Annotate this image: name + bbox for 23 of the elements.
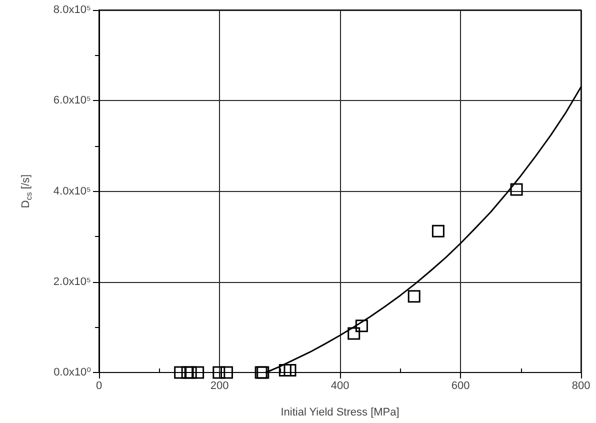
y-tick-label: 8.0x10⁵: [53, 4, 91, 16]
y-tick-label: 0.0x10⁰: [54, 366, 92, 378]
point: [408, 290, 420, 303]
point: [355, 320, 368, 332]
x-axis-title: Initial Yield Stress [MPa]: [280, 406, 400, 418]
x-tick-label: 600: [451, 380, 470, 392]
y-axis-title: Dcs [/s]: [20, 174, 34, 208]
x-tick-label: 800: [572, 380, 590, 392]
point: [212, 366, 226, 379]
y-tick-label: 2.0x10⁵: [53, 276, 91, 288]
point: [510, 183, 523, 196]
point: [174, 366, 187, 379]
point: [220, 366, 233, 379]
point: [348, 327, 360, 340]
point: [192, 366, 204, 379]
x-tick-label: 400: [330, 380, 350, 392]
x-tick-label: 0: [96, 380, 102, 392]
point: [184, 366, 197, 379]
point: [432, 224, 444, 238]
y-tick-label: 6.0x10⁵: [53, 94, 91, 107]
y-tick-label: 4.0x10⁵: [53, 185, 91, 198]
point: [284, 364, 296, 376]
x-tick-label: 200: [210, 380, 229, 392]
